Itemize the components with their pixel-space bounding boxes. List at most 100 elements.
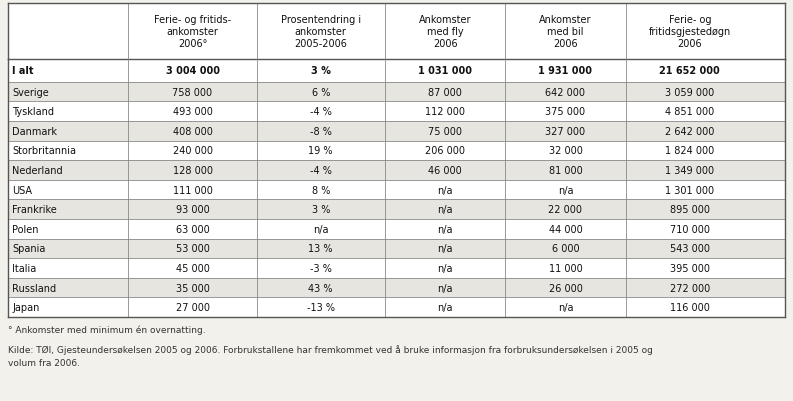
- Text: 3 %: 3 %: [311, 66, 331, 76]
- Text: 4 851 000: 4 851 000: [665, 107, 714, 117]
- Text: 240 000: 240 000: [173, 146, 213, 156]
- Text: 116 000: 116 000: [670, 302, 710, 312]
- Text: 81 000: 81 000: [549, 166, 582, 176]
- Text: Ferie- og fritids-
ankomster
2006°: Ferie- og fritids- ankomster 2006°: [154, 15, 231, 49]
- Text: 1 931 000: 1 931 000: [538, 66, 592, 76]
- Text: -13 %: -13 %: [307, 302, 335, 312]
- Text: 2 642 000: 2 642 000: [665, 126, 714, 136]
- Text: 642 000: 642 000: [546, 87, 585, 97]
- Text: Tyskland: Tyskland: [12, 107, 54, 117]
- Bar: [8, 200, 785, 219]
- Text: Ferie- og
fritidsgjestedøgn
2006: Ferie- og fritidsgjestedøgn 2006: [649, 15, 731, 49]
- Text: 26 000: 26 000: [549, 283, 582, 293]
- Text: 128 000: 128 000: [173, 166, 213, 176]
- Text: Japan: Japan: [12, 302, 40, 312]
- Bar: [8, 60, 785, 83]
- Text: n/a: n/a: [437, 224, 453, 234]
- Text: 27 000: 27 000: [175, 302, 209, 312]
- Text: 395 000: 395 000: [670, 263, 710, 273]
- Bar: [8, 4, 785, 60]
- Bar: [8, 102, 785, 122]
- Text: n/a: n/a: [313, 224, 328, 234]
- Text: Prosentendring i
ankomster
2005-2006: Prosentendring i ankomster 2005-2006: [281, 15, 361, 49]
- Bar: [8, 219, 785, 239]
- Bar: [8, 83, 785, 102]
- Text: 1 301 000: 1 301 000: [665, 185, 714, 195]
- Text: n/a: n/a: [437, 302, 453, 312]
- Text: 493 000: 493 000: [173, 107, 213, 117]
- Bar: [8, 239, 785, 259]
- Text: Danmark: Danmark: [12, 126, 57, 136]
- Text: Storbritannia: Storbritannia: [12, 146, 76, 156]
- Text: 3 %: 3 %: [312, 205, 330, 215]
- Text: 11 000: 11 000: [549, 263, 582, 273]
- Text: 53 000: 53 000: [175, 244, 209, 254]
- Text: -3 %: -3 %: [310, 263, 331, 273]
- Text: 1 349 000: 1 349 000: [665, 166, 714, 176]
- Text: ° Ankomster med minimum én overnatting.: ° Ankomster med minimum én overnatting.: [8, 324, 205, 334]
- Text: USA: USA: [12, 185, 32, 195]
- Text: 75 000: 75 000: [428, 126, 462, 136]
- Text: 112 000: 112 000: [425, 107, 465, 117]
- Text: Italia: Italia: [12, 263, 36, 273]
- Text: I alt: I alt: [12, 66, 33, 76]
- Text: Ankomster
med fly
2006: Ankomster med fly 2006: [419, 15, 471, 49]
- Text: volum fra 2006.: volum fra 2006.: [8, 358, 80, 367]
- Text: 6 000: 6 000: [552, 244, 580, 254]
- Bar: [8, 298, 785, 317]
- Text: -4 %: -4 %: [310, 107, 331, 117]
- Text: -4 %: -4 %: [310, 166, 331, 176]
- Text: 375 000: 375 000: [546, 107, 585, 117]
- Bar: [8, 278, 785, 298]
- Bar: [8, 180, 785, 200]
- Text: 22 000: 22 000: [549, 205, 583, 215]
- Text: 6 %: 6 %: [312, 87, 330, 97]
- Text: 35 000: 35 000: [175, 283, 209, 293]
- Text: n/a: n/a: [437, 283, 453, 293]
- Text: 13 %: 13 %: [308, 244, 333, 254]
- Text: 19 %: 19 %: [308, 146, 333, 156]
- Text: 3 059 000: 3 059 000: [665, 87, 714, 97]
- Text: 43 %: 43 %: [308, 283, 333, 293]
- Text: 710 000: 710 000: [670, 224, 710, 234]
- Text: 408 000: 408 000: [173, 126, 213, 136]
- Text: 45 000: 45 000: [175, 263, 209, 273]
- Text: 543 000: 543 000: [670, 244, 710, 254]
- Bar: [8, 141, 785, 161]
- Text: n/a: n/a: [437, 263, 453, 273]
- Text: n/a: n/a: [557, 302, 573, 312]
- Text: 3 004 000: 3 004 000: [166, 66, 220, 76]
- Text: 327 000: 327 000: [546, 126, 585, 136]
- Text: Nederland: Nederland: [12, 166, 63, 176]
- Text: Frankrike: Frankrike: [12, 205, 57, 215]
- Text: n/a: n/a: [437, 244, 453, 254]
- Text: Kilde: TØI, Gjesteundersøkelsen 2005 og 2006. Forbrukstallene har fremkommet ved: Kilde: TØI, Gjesteundersøkelsen 2005 og …: [8, 344, 653, 354]
- Text: Spania: Spania: [12, 244, 45, 254]
- Text: 87 000: 87 000: [428, 87, 462, 97]
- Bar: [8, 259, 785, 278]
- Text: -8 %: -8 %: [310, 126, 331, 136]
- Text: n/a: n/a: [557, 185, 573, 195]
- Text: n/a: n/a: [437, 205, 453, 215]
- Text: 8 %: 8 %: [312, 185, 330, 195]
- Text: Russland: Russland: [12, 283, 56, 293]
- Text: Sverige: Sverige: [12, 87, 48, 97]
- Text: 206 000: 206 000: [425, 146, 465, 156]
- Bar: [8, 122, 785, 141]
- Text: 63 000: 63 000: [176, 224, 209, 234]
- Text: 1 031 000: 1 031 000: [418, 66, 472, 76]
- Text: 1 824 000: 1 824 000: [665, 146, 714, 156]
- Text: 93 000: 93 000: [176, 205, 209, 215]
- Text: n/a: n/a: [437, 185, 453, 195]
- Text: 111 000: 111 000: [173, 185, 213, 195]
- Text: 44 000: 44 000: [549, 224, 582, 234]
- Text: 32 000: 32 000: [549, 146, 582, 156]
- Text: 272 000: 272 000: [670, 283, 710, 293]
- Text: 758 000: 758 000: [172, 87, 213, 97]
- Bar: [8, 161, 785, 180]
- Text: 21 652 000: 21 652 000: [660, 66, 720, 76]
- Text: 46 000: 46 000: [428, 166, 462, 176]
- Text: 895 000: 895 000: [670, 205, 710, 215]
- Text: Ankomster
med bil
2006: Ankomster med bil 2006: [539, 15, 592, 49]
- Text: Polen: Polen: [12, 224, 39, 234]
